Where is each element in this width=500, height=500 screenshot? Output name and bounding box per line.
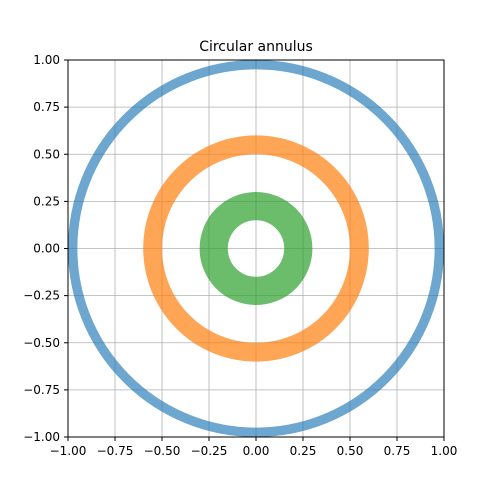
annulus-ring-1: [143, 135, 369, 362]
x-tick-label-1: −0.75: [97, 444, 134, 458]
y-tick-label-4: 0.00: [33, 242, 60, 256]
y-tick-label-7: 0.75: [33, 100, 60, 114]
x-tick-label-5: 0.25: [290, 444, 317, 458]
y-axis-ticks: −1.00 −0.75 −0.50 −0.25 0.00 0.25 0.50 0.75 1.00: [23, 53, 68, 444]
x-tick-label-3: −0.25: [191, 444, 228, 458]
y-tick-label-8: 1.00: [33, 53, 60, 67]
annulus-ring-2: [199, 191, 313, 306]
y-tick-label-5: 0.25: [33, 194, 60, 208]
rings: [67, 60, 445, 437]
x-tick-label-6: 0.50: [337, 444, 364, 458]
y-tick-label-1: −0.75: [23, 383, 60, 397]
x-tick-label-8: 1.00: [431, 444, 458, 458]
x-tick-label-4: 0.00: [243, 444, 270, 458]
y-tick-label-3: −0.25: [23, 289, 60, 303]
x-tick-label-7: 0.75: [384, 444, 411, 458]
x-tick-label-0: −1.00: [50, 444, 87, 458]
chart-title: Circular annulus: [199, 39, 313, 55]
x-tick-label-2: −0.50: [144, 444, 181, 458]
annulus-ring-0: [67, 60, 445, 437]
x-axis-ticks: −1.00 −0.75 −0.50 −0.25 0.00 0.25 0.50 0.75 1.00: [50, 437, 458, 458]
y-tick-label-2: −0.50: [23, 336, 60, 350]
y-tick-label-6: 0.50: [33, 147, 60, 161]
y-tick-label-0: −1.00: [23, 430, 60, 444]
